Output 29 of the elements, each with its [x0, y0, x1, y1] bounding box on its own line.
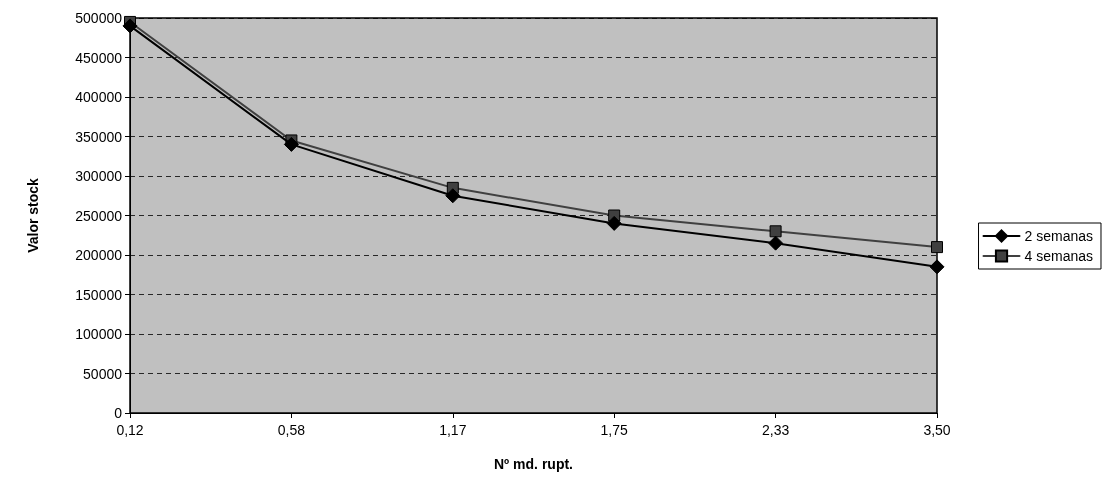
- x-tick-label: 2,33: [761, 422, 790, 438]
- x-tick-label: 1,17: [439, 422, 467, 438]
- y-tick-label: 350000: [75, 128, 123, 145]
- x-tick-label: 1,75: [600, 422, 629, 438]
- y-tick-label: 400000: [75, 89, 123, 105]
- y-axis-title: Valor stock: [25, 177, 41, 253]
- x-tick-label: 0,12: [116, 422, 144, 438]
- x-tick-label: 0,58: [277, 422, 306, 438]
- y-tick-label: 450000: [75, 49, 123, 66]
- y-tick-label: 250000: [75, 207, 123, 224]
- y-tick-label: 100000: [75, 326, 123, 342]
- y-tick-label: 150000: [75, 286, 123, 303]
- y-tick-label: 0: [114, 405, 123, 421]
- legend-label: 4 semanas: [1024, 248, 1093, 264]
- y-tick-label: 200000: [75, 247, 123, 263]
- point: [931, 241, 943, 254]
- point: [283, 136, 299, 152]
- point: [445, 188, 461, 204]
- y-tick-label: 500000: [75, 10, 123, 26]
- y-tick-label: 300000: [75, 168, 123, 184]
- x-tick-label: 3,50: [923, 422, 951, 438]
- point: [929, 259, 945, 275]
- point: [122, 18, 138, 34]
- y-tick-label: 50000: [83, 365, 123, 382]
- legend-label: 2 semanas: [1024, 228, 1093, 244]
- point: [606, 215, 622, 231]
- point: [768, 235, 784, 251]
- point: [769, 225, 782, 238]
- x-axis-title: Nº md. rupt.: [494, 456, 573, 472]
